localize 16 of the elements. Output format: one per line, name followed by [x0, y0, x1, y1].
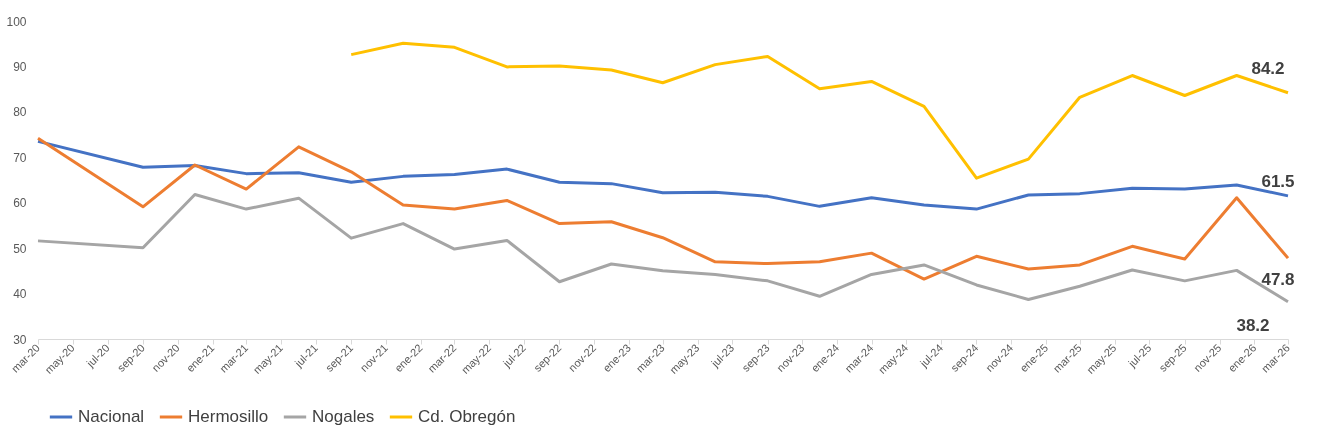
y-tick-label: 90 [13, 59, 27, 74]
y-tick-label: 40 [13, 287, 27, 302]
legend-label: Nacional [78, 407, 145, 426]
legend-label: Hermosillo [188, 407, 269, 426]
y-tick-label: 80 [13, 105, 27, 120]
data-label: 61.5 [1261, 171, 1295, 191]
y-tick-label: 60 [13, 196, 27, 211]
y-tick-label: 70 [13, 150, 27, 165]
legend-label: Cd. Obregón [418, 407, 516, 426]
data-label: 38.2 [1236, 315, 1270, 335]
data-label: 47.8 [1261, 270, 1295, 290]
y-tick-label: 100 [6, 14, 27, 29]
data-label: 84.2 [1251, 58, 1285, 78]
y-tick-label: 50 [13, 241, 27, 256]
legend-label: Nogales [312, 407, 375, 426]
y-tick-label: 30 [13, 332, 27, 347]
